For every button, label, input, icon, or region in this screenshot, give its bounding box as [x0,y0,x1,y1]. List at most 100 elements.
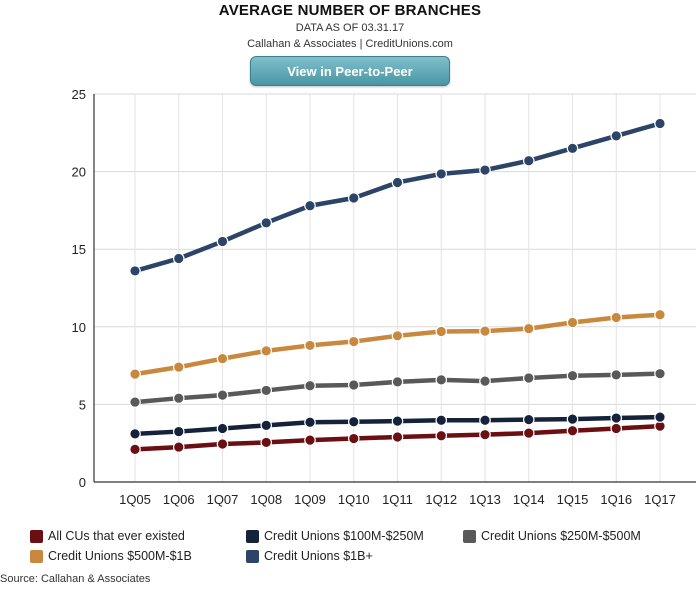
data-point [522,372,535,384]
legend-swatch [246,549,259,563]
x-tick-label: 1Q15 [557,492,589,507]
x-tick-label: 1Q08 [250,492,282,507]
x-tick-label: 1Q14 [513,492,545,507]
data-point [654,411,666,423]
data-point [391,415,404,427]
data-point [654,117,666,130]
data-point [566,424,579,437]
data-point [260,345,273,357]
data-as-of-label: DATA AS OF 03.31.17 [295,22,405,34]
y-tick-label: 15 [72,242,86,257]
data-point [479,414,491,427]
data-point [260,436,273,449]
legend-item-1b-plus: Credit Unions $1B+ [246,549,373,563]
data-point [216,422,229,435]
chart-title: AVERAGE NUMBER OF BRANCHES [218,2,482,19]
x-tick-label: 1Q06 [163,492,195,507]
data-point [216,352,229,365]
data-point [260,384,273,397]
data-point [172,252,185,265]
data-point [479,325,491,337]
data-point [347,415,360,428]
data-point [435,429,448,442]
data-point [522,322,535,335]
legend-swatch [30,529,43,543]
legend-swatch [463,529,476,543]
legend-label: Credit Unions $1B+ [264,549,373,563]
y-tick-label: 10 [72,320,86,335]
data-point [610,130,623,142]
data-point [172,392,185,404]
data-point [129,428,141,440]
data-point [479,428,491,441]
data-point [347,335,360,348]
data-point [522,413,535,426]
data-point [260,217,273,229]
data-point [391,376,404,388]
data-point [347,379,360,391]
data-point [610,422,623,435]
y-tick-label: 0 [79,475,86,490]
x-tick-label: 1Q11 [382,492,413,507]
data-point [216,235,229,248]
data-point [610,412,623,424]
attribution-label: Callahan & Associates | CreditUnions.com [247,38,453,50]
data-point [610,311,623,324]
data-point [216,389,229,401]
data-point [129,443,141,456]
legend-label: All CUs that ever existed [48,529,185,543]
legend-label: Credit Unions $100M-$250M [264,529,424,543]
data-point [435,168,448,180]
data-point [347,432,360,445]
x-tick-label: 1Q05 [119,492,151,507]
data-point [347,192,360,204]
legend-label: Credit Unions $250M-$500M [481,529,641,543]
y-tick-label: 25 [72,87,86,102]
data-point [522,154,535,167]
x-tick-label: 1Q17 [644,492,676,507]
x-tick-label: 1Q16 [600,492,632,507]
view-in-peer-to-peer-button[interactable]: View in Peer-to-Peer [250,56,450,86]
x-tick-label: 1Q07 [207,492,239,507]
x-tick-label: 1Q09 [294,492,326,507]
data-point [304,379,316,392]
data-point [610,369,623,381]
x-tick-label: 1Q12 [425,492,457,507]
legend-item-100m-250m: Credit Unions $100M-$250M [246,529,424,543]
legend-swatch [246,529,259,543]
data-point [435,325,448,338]
data-point [391,330,404,342]
data-point [391,176,404,189]
data-point [566,369,579,382]
data-point [654,367,666,380]
data-point [129,368,141,380]
data-point [172,361,185,373]
data-point [391,431,404,443]
data-point [304,339,316,352]
data-point [172,441,185,453]
footer-source: Source: Callahan & Associates [0,573,151,585]
data-point [435,374,448,386]
data-point [129,396,141,408]
data-point [216,438,229,450]
data-point [479,375,491,387]
y-tick-label: 20 [72,165,86,180]
data-point [304,199,316,212]
data-point [260,419,273,432]
data-point [435,414,448,427]
data-point [304,434,316,446]
data-point [566,142,579,155]
y-tick-label: 5 [79,397,86,412]
data-point [304,416,316,429]
legend-label: Credit Unions $500M-$1B [48,549,192,563]
x-tick-label: 1Q10 [338,492,370,507]
data-point [654,308,666,321]
legend-item-250m-500m: Credit Unions $250M-$500M [463,529,641,543]
data-point [566,316,579,329]
legend-item-500m-1b: Credit Unions $500M-$1B [30,549,192,563]
data-point [172,425,185,438]
data-point [479,164,491,176]
x-tick-label: 1Q13 [469,492,501,507]
legend-item-all-cus: All CUs that ever existed [30,529,185,543]
